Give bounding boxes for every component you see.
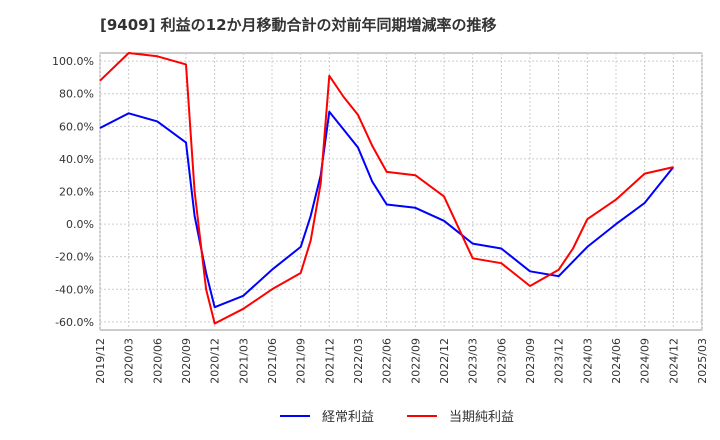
x-tick-label: 2023/03 bbox=[467, 338, 480, 384]
legend: 経常利益 当期純利益 bbox=[280, 410, 514, 425]
x-tick-label: 2024/06 bbox=[610, 338, 623, 384]
y-tick-label: 100.0% bbox=[52, 55, 94, 68]
grid-lines bbox=[99, 53, 703, 330]
x-tick-label: 2024/12 bbox=[667, 338, 680, 384]
x-tick-label: 2021/12 bbox=[323, 338, 336, 384]
x-tick-label: 2020/12 bbox=[209, 338, 222, 384]
legend-label-ordinary-profit: 経常利益 bbox=[322, 410, 374, 425]
x-tick-label: 2024/03 bbox=[581, 338, 594, 384]
legend-label-net-profit: 当期純利益 bbox=[449, 410, 514, 425]
x-tick-label: 2021/09 bbox=[295, 338, 308, 384]
series-line-net-profit bbox=[99, 52, 674, 325]
y-axis-labels: 100.0% 80.0% 60.0% 40.0% 20.0% 0.0% -20.0% -40.… bbox=[52, 55, 94, 329]
x-tick-label: 2020/03 bbox=[123, 338, 136, 384]
x-tick-label: 2022/09 bbox=[409, 338, 422, 384]
x-tick-label: 2022/12 bbox=[438, 338, 451, 384]
x-tick-label: 2021/06 bbox=[266, 338, 279, 384]
x-tick-label: 2021/03 bbox=[237, 338, 250, 384]
y-tick-label: 60.0% bbox=[59, 120, 94, 133]
y-tick-label: 40.0% bbox=[59, 153, 94, 166]
series-layer bbox=[99, 52, 675, 325]
y-tick-label: 80.0% bbox=[59, 88, 94, 101]
x-tick-label: 2024/09 bbox=[639, 338, 652, 384]
y-tick-label: -20.0% bbox=[55, 251, 94, 264]
y-tick-label: 20.0% bbox=[59, 186, 94, 199]
x-tick-label: 2022/03 bbox=[352, 338, 365, 384]
x-tick-label: 2023/12 bbox=[553, 338, 566, 384]
x-tick-label: 2023/09 bbox=[524, 338, 537, 384]
y-tick-label: -60.0% bbox=[55, 316, 94, 329]
chart-title: [9409] 利益の12か月移動合計の対前年同期増減率の推移 bbox=[100, 16, 497, 34]
x-tick-label: 2023/06 bbox=[495, 338, 508, 384]
x-tick-label: 2020/09 bbox=[180, 338, 193, 384]
x-tick-label: 2019/12 bbox=[94, 338, 107, 384]
x-tick-label: 2022/06 bbox=[381, 338, 394, 384]
y-tick-label: -40.0% bbox=[55, 283, 94, 296]
y-tick-label: 0.0% bbox=[66, 218, 94, 231]
x-tick-label: 2020/06 bbox=[151, 338, 164, 384]
x-tick-label: 2025/03 bbox=[696, 338, 709, 384]
x-axis-labels: 2019/12 2020/03 2020/06 2020/09 2020/12 2021/… bbox=[94, 338, 709, 384]
